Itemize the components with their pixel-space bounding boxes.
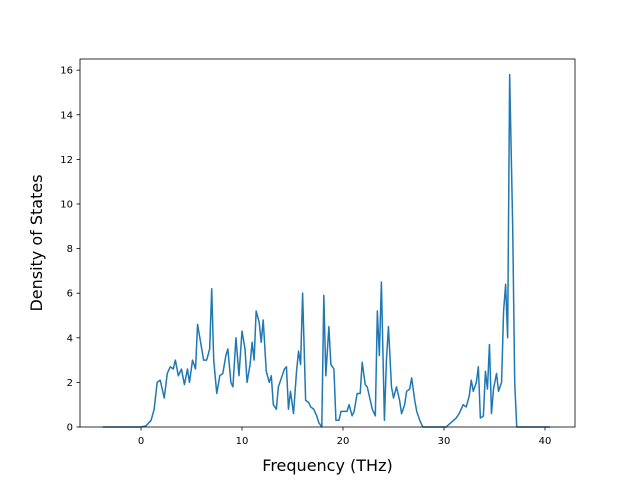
x-tick-label: 30	[438, 436, 451, 447]
axes-frame	[79, 58, 576, 428]
y-tick-label: 16	[60, 66, 73, 77]
y-tick-label: 12	[60, 155, 73, 166]
y-axis-label: Density of States	[27, 174, 46, 311]
y-tick-label: 14	[60, 110, 73, 121]
x-tick-label: 0	[138, 436, 144, 447]
y-tick-label: 2	[67, 378, 73, 389]
y-tick-label: 10	[60, 199, 73, 210]
y-tick-label: 4	[67, 333, 73, 344]
x-axis-label: Frequency (THz)	[262, 456, 392, 475]
x-tick-label: 10	[236, 436, 249, 447]
y-tick-label: 6	[67, 289, 73, 300]
y-tick-label: 0	[67, 423, 73, 434]
x-tick-label: 20	[337, 436, 350, 447]
x-tick-label: 40	[539, 436, 552, 447]
y-tick-label: 8	[67, 244, 73, 255]
data-line	[102, 73, 551, 428]
